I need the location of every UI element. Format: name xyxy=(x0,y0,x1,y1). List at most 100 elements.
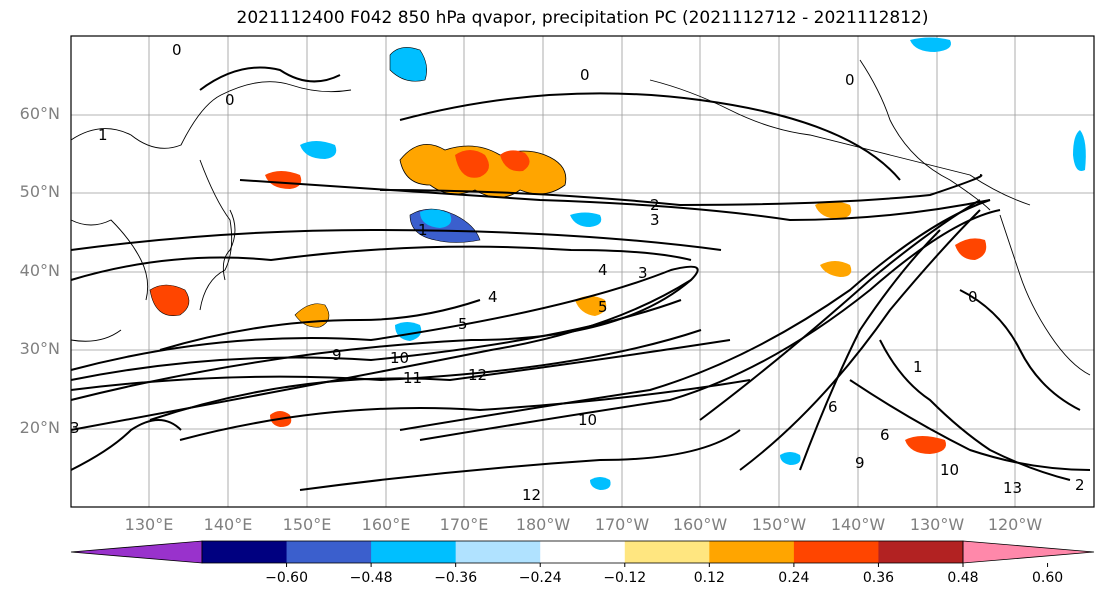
colorbar-tick-label: 0.48 xyxy=(947,570,979,586)
contour-label: 4 xyxy=(598,261,608,279)
contour-label: 10 xyxy=(940,461,959,479)
colorbar-tick-label: 0.60 xyxy=(1031,570,1064,586)
colorbar-tick-label: 0.24 xyxy=(778,570,810,586)
colorbar-segment xyxy=(878,541,964,563)
contour-label: 1 xyxy=(913,358,923,376)
coastline xyxy=(649,79,1031,206)
contour-line xyxy=(849,379,1091,471)
contour-line xyxy=(399,92,901,181)
contour-label: 3 xyxy=(638,264,648,282)
precip-patch xyxy=(1073,130,1086,171)
precip-patch xyxy=(500,150,530,172)
contour-labels: 0 0 0 0 1 1 2 3 3 4 4 5 5 6 9 10 10 11 1… xyxy=(70,41,1085,504)
contour-label: 5 xyxy=(598,298,608,316)
contour-line xyxy=(399,199,991,431)
lon-label-180w: 180°W xyxy=(515,515,571,534)
coastline xyxy=(859,59,991,211)
lat-label-30n: 30°N xyxy=(19,339,60,358)
colorbar-segment xyxy=(624,541,710,563)
colorbar-segment xyxy=(455,541,541,563)
precip-patch xyxy=(910,37,951,52)
contour-label: 12 xyxy=(522,486,541,504)
contour-label: 11 xyxy=(403,369,422,387)
lon-label-130w: 130°W xyxy=(909,515,965,534)
colorbar-extend-high xyxy=(962,540,1095,564)
contour-label: 3 xyxy=(70,419,80,437)
contour-line xyxy=(419,209,1001,441)
precipitation-patches xyxy=(149,37,1086,490)
lon-label-160w: 160°W xyxy=(672,515,728,534)
contour-line xyxy=(70,265,699,431)
lon-label-130e: 130°E xyxy=(124,515,174,534)
contour-line xyxy=(70,419,182,471)
lon-label-150e: 150°E xyxy=(282,515,332,534)
lon-label-120w: 120°W xyxy=(987,515,1043,534)
lon-label-170w: 170°W xyxy=(594,515,650,534)
coastline xyxy=(70,81,352,149)
colorbar-tick-label: −0.60 xyxy=(265,570,308,586)
colorbar-segment xyxy=(793,541,879,563)
precip-patch xyxy=(265,171,302,189)
precip-patch xyxy=(820,261,852,277)
precip-patch xyxy=(149,284,190,317)
contour-line xyxy=(379,174,983,207)
contour-label: 5 xyxy=(458,315,468,333)
colorbar-segment xyxy=(202,541,288,563)
contour-label: 0 xyxy=(968,288,978,306)
contour-line xyxy=(799,229,941,471)
coastline xyxy=(70,329,122,342)
graticule xyxy=(71,36,1094,507)
precip-patch xyxy=(955,238,987,260)
colorbar-outline xyxy=(201,540,964,564)
contour-label: 10 xyxy=(390,349,409,367)
precip-patch xyxy=(300,141,337,159)
contour-line xyxy=(739,209,981,471)
precip-patch xyxy=(455,150,489,178)
lon-label-150w: 150°W xyxy=(751,515,807,534)
lat-label-20n: 20°N xyxy=(19,418,60,437)
contour-label: 9 xyxy=(855,454,865,472)
colorbar-segment xyxy=(709,541,795,563)
lon-label-170e: 170°E xyxy=(439,515,489,534)
precip-patch xyxy=(590,477,611,490)
contour-line xyxy=(70,329,702,391)
contour-label: 10 xyxy=(578,411,597,429)
lon-label-160e: 160°E xyxy=(361,515,411,534)
lon-label-140e: 140°E xyxy=(203,515,253,534)
precip-patch xyxy=(575,296,607,316)
contour-label: 6 xyxy=(880,426,890,444)
qvapor-contours xyxy=(70,66,1091,491)
colorbar-extend-low xyxy=(70,540,203,564)
lat-label-50n: 50°N xyxy=(19,182,60,201)
contour-label: 0 xyxy=(225,91,235,109)
contour-label: 1 xyxy=(98,126,108,144)
coastline xyxy=(70,219,149,301)
contour-line xyxy=(239,179,991,222)
contour-line xyxy=(70,228,722,251)
contour-label: 13 xyxy=(1003,479,1022,497)
contour-line xyxy=(70,245,692,281)
contour-label: 2 xyxy=(650,196,660,214)
colorbar-tick-label: 0.12 xyxy=(693,570,725,586)
precip-patch xyxy=(389,47,427,82)
colorbar-tick-label: −0.36 xyxy=(434,570,478,586)
colorbar-tick-label: −0.48 xyxy=(349,570,393,586)
contour-label: 0 xyxy=(172,41,182,59)
contour-label: 12 xyxy=(468,366,487,384)
coastline xyxy=(199,159,233,311)
coastlines xyxy=(70,59,1091,376)
colorbar-tick-label: 0.36 xyxy=(862,570,895,586)
precip-patch xyxy=(905,436,946,454)
map-frame xyxy=(70,35,1095,508)
precip-patch xyxy=(815,201,852,219)
precip-patch xyxy=(420,209,452,228)
colorbar-segment xyxy=(286,541,372,563)
lon-label-140w: 140°W xyxy=(830,515,886,534)
precip-patch xyxy=(570,212,602,227)
colorbar-segment xyxy=(371,541,457,563)
contour-label: 4 xyxy=(488,288,498,306)
contour-label: 1 xyxy=(418,221,428,239)
contour-label: 0 xyxy=(845,71,855,89)
